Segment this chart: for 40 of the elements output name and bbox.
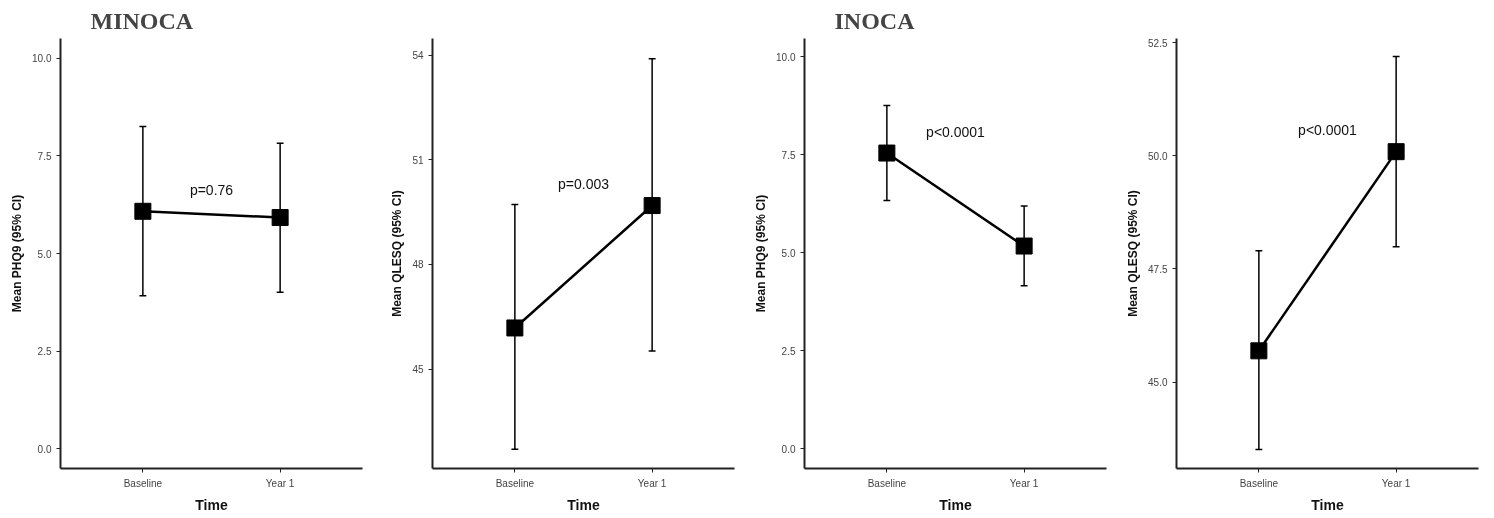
x-tick-label: Baseline — [495, 477, 535, 489]
y-tick-label: 7.5 — [37, 150, 52, 162]
y-tick-label: 52.5 — [1148, 37, 1168, 49]
y-axis-title: Mean PHQ9 (95% CI) — [10, 194, 25, 313]
y-axis-title: Mean QLESQ (95% CI) — [1126, 190, 1141, 317]
y-tick-label: 7.5 — [781, 149, 796, 161]
y-tick-label: 5.0 — [37, 248, 52, 260]
annotation: p<0.0001 — [926, 123, 986, 140]
y-tick-label: 10.0 — [776, 51, 796, 63]
y-tick-label: 5.0 — [781, 247, 796, 259]
x-axis-title: Time — [195, 496, 228, 513]
y-tick-label: 51 — [412, 154, 424, 166]
y-tick-label: 10.0 — [32, 53, 52, 65]
x-tick-label: Baseline — [867, 477, 907, 489]
y-tick-label: 45.0 — [1148, 377, 1168, 389]
x-axis-title: Time — [567, 496, 600, 513]
y-tick-label: 0.0 — [781, 443, 796, 455]
x-tick-label: Year 1 — [1381, 477, 1411, 489]
y-tick-label: 45 — [412, 364, 424, 376]
y-tick-label: 0.0 — [37, 443, 52, 455]
y-tick-label: 47.5 — [1148, 263, 1168, 275]
x-tick-label: Year 1 — [265, 477, 295, 489]
y-axis-title: Mean QLESQ (95% CI) — [390, 190, 405, 317]
x-tick-label: Baseline — [123, 477, 163, 489]
x-tick-label: Year 1 — [637, 477, 667, 489]
annotation: p=0.76 — [189, 181, 234, 198]
y-tick-label: 54 — [412, 50, 424, 62]
y-tick-label: 50.0 — [1148, 150, 1168, 162]
x-tick-label: Year 1 — [1009, 477, 1039, 489]
y-tick-label: 2.5 — [781, 345, 796, 357]
annotation: p<0.0001 — [1298, 122, 1358, 139]
y-tick-label: 48 — [412, 259, 424, 271]
chart-title: MINOCA — [90, 7, 194, 34]
y-axis-title: Mean PHQ9 (95% CI) — [754, 194, 769, 313]
y-tick-label: 2.5 — [37, 346, 52, 358]
x-axis-title: Time — [1311, 496, 1344, 513]
chart-title: INOCA — [834, 7, 916, 34]
x-axis-title: Time — [939, 496, 972, 513]
annotation: p=0.003 — [558, 176, 610, 193]
x-tick-label: Baseline — [1239, 477, 1279, 489]
